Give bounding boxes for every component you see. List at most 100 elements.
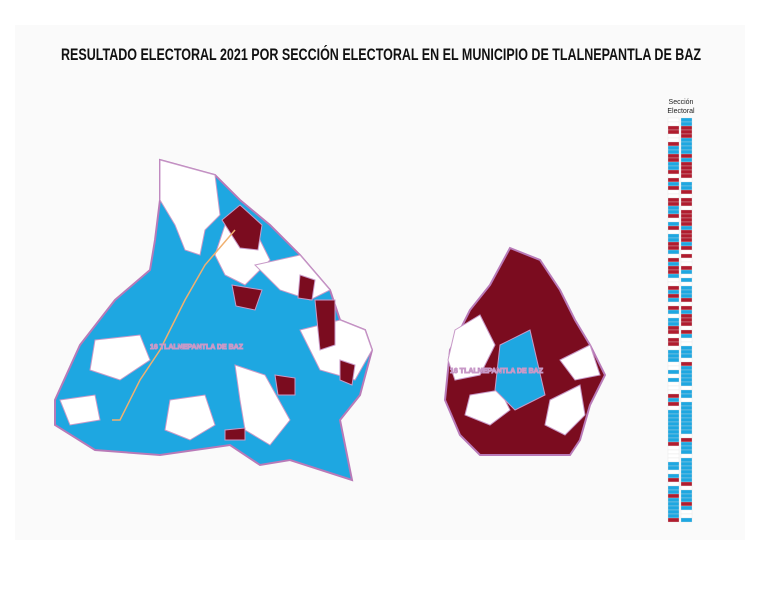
legend-swatch	[680, 353, 693, 359]
legend-swatch	[680, 297, 693, 303]
legend-swatch	[667, 273, 680, 279]
district-number: 16	[150, 344, 158, 351]
legend-swatch	[680, 133, 693, 139]
legend-swatch	[680, 137, 693, 143]
legend-swatch	[667, 489, 680, 495]
legend-swatch	[680, 433, 693, 439]
legend-swatch	[667, 385, 680, 391]
district-name: TLALNEPANTLA DE BAZ	[460, 368, 544, 375]
legend-swatch	[667, 285, 680, 291]
legend-swatch	[680, 189, 693, 195]
legend-swatch	[667, 257, 680, 263]
legend-swatch	[667, 401, 680, 407]
legend-swatch	[680, 249, 693, 255]
legend-swatch	[667, 261, 680, 267]
legend-swatch	[680, 205, 693, 211]
legend-swatch	[680, 397, 693, 403]
legend-swatch	[667, 469, 680, 475]
legend-swatch	[680, 497, 693, 503]
legend-swatch	[667, 497, 680, 503]
legend-swatch	[680, 301, 693, 307]
legend-swatch	[680, 429, 693, 435]
legend-swatch	[680, 161, 693, 167]
legend-swatch	[667, 205, 680, 211]
legend-swatch	[680, 413, 693, 419]
legend-swatch	[680, 261, 693, 267]
legend-swatch	[667, 517, 680, 523]
legend-swatch	[667, 193, 680, 199]
legend-swatch	[667, 397, 680, 403]
legend-swatch	[667, 241, 680, 247]
legend-swatch	[667, 177, 680, 183]
district-number: 16	[450, 368, 458, 375]
legend-swatch	[667, 161, 680, 167]
legend-swatch	[667, 293, 680, 299]
legend-swatch	[680, 437, 693, 443]
legend-swatch	[667, 233, 680, 239]
legend-title: Sección	[669, 99, 694, 106]
legend-swatch	[667, 117, 680, 123]
legend-swatch	[667, 253, 680, 259]
legend-swatch	[680, 485, 693, 491]
legend-swatch	[667, 133, 680, 139]
legend-swatch	[680, 241, 693, 247]
legend-swatch	[667, 217, 680, 223]
legend-swatch	[680, 385, 693, 391]
legend-swatch	[667, 301, 680, 307]
legend-swatch	[667, 433, 680, 439]
legend-swatch	[667, 353, 680, 359]
legend-swatch	[680, 273, 693, 279]
legend-swatch	[680, 149, 693, 155]
legend-swatch	[667, 493, 680, 499]
legend-swatch	[680, 293, 693, 299]
legend-swatch	[667, 173, 680, 179]
legend-swatch	[680, 461, 693, 467]
legend-swatch	[667, 165, 680, 171]
legend-swatch	[680, 265, 693, 271]
district-label: 16 TLALNEPANTLA DE BAZ	[450, 368, 544, 375]
legend-swatch	[667, 337, 680, 343]
district-name: TLALNEPANTLA DE BAZ	[160, 344, 244, 351]
legend-swatch	[680, 425, 693, 431]
legend-swatch	[667, 245, 680, 251]
legend-swatch	[667, 281, 680, 287]
legend-swatch	[680, 129, 693, 135]
legend-swatch	[680, 457, 693, 463]
legend-swatch	[680, 313, 693, 319]
legend-swatch	[667, 365, 680, 371]
legend-swatch	[680, 281, 693, 287]
legend-swatch	[680, 469, 693, 475]
legend-swatch	[667, 405, 680, 411]
legend-swatch	[680, 285, 693, 291]
legend-swatch	[667, 221, 680, 227]
legend-swatch	[667, 381, 680, 387]
legend-swatch	[667, 189, 680, 195]
legend-swatch	[667, 389, 680, 395]
legend-swatch	[680, 125, 693, 131]
legend-swatch	[667, 201, 680, 207]
legend-swatch	[667, 461, 680, 467]
legend-swatch	[680, 229, 693, 235]
legend-swatch	[680, 465, 693, 471]
legend-swatch	[680, 117, 693, 123]
legend-swatch	[680, 233, 693, 239]
legend-swatch	[680, 245, 693, 251]
legend-swatch	[680, 369, 693, 375]
legend-swatch	[680, 361, 693, 367]
legend-swatch	[680, 405, 693, 411]
legend-swatch	[667, 441, 680, 447]
legend-swatch	[680, 217, 693, 223]
legend-swatch	[667, 125, 680, 131]
legend-swatch	[667, 305, 680, 311]
legend-swatch	[667, 485, 680, 491]
legend-swatch	[667, 181, 680, 187]
left-map: 16 TLALNEPANTLA DE BAZ	[54, 158, 374, 482]
legend-swatch	[667, 213, 680, 219]
legend-swatch	[667, 121, 680, 127]
legend-swatch	[667, 429, 680, 435]
legend-swatch	[680, 445, 693, 451]
legend-swatch	[680, 213, 693, 219]
legend-swatch	[667, 505, 680, 511]
legend-swatch	[667, 477, 680, 483]
